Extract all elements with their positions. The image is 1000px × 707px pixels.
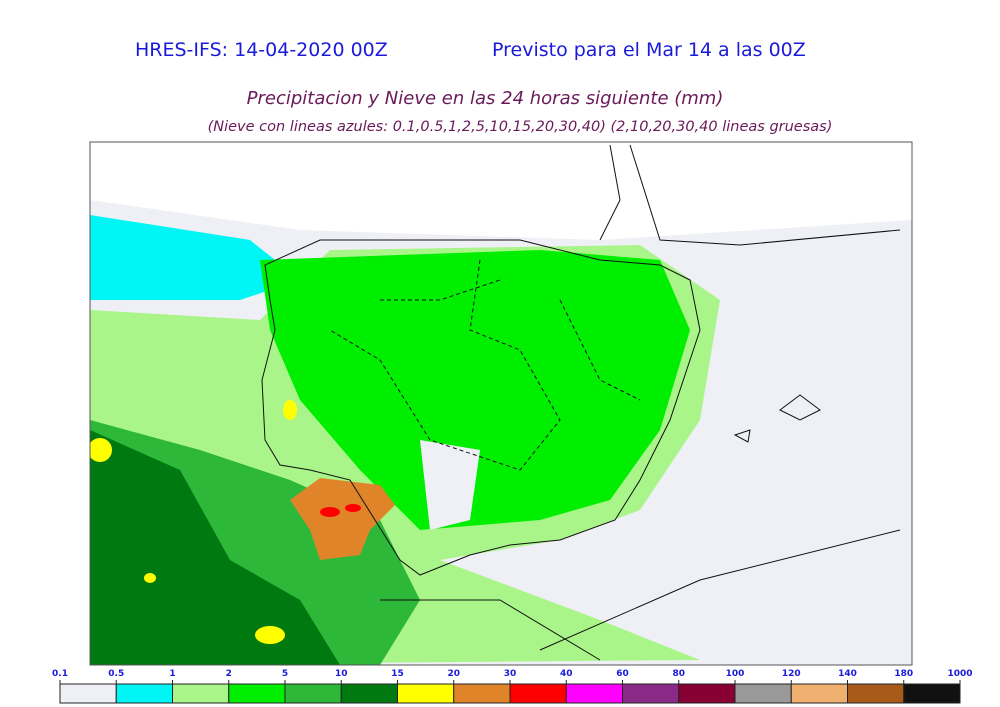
- precip-yellow: [90, 438, 112, 462]
- legend-tick-label: 2: [226, 669, 232, 679]
- legend-swatch: [340, 683, 398, 704]
- map-frame: [89, 141, 913, 666]
- legend-tick-label: 10: [335, 669, 348, 679]
- legend-swatch: [59, 683, 117, 704]
- precip-red: [345, 504, 361, 512]
- legend-swatch: [847, 683, 905, 704]
- precip-yellow: [283, 400, 297, 420]
- legend: 0.1 0.5 1 2 5 10 15 20 30 40 60 80 100 120 140 180 1000: [52, 669, 973, 704]
- legend-tick-label: 180: [894, 669, 913, 679]
- legend-swatch: [284, 683, 342, 704]
- precip-yellow: [144, 573, 156, 583]
- legend-tick-label: 60: [616, 669, 629, 679]
- legend-tick-label: 1: [169, 669, 175, 679]
- map: [89, 141, 913, 666]
- legend-swatch: [734, 683, 792, 704]
- legend-swatch: [172, 683, 230, 704]
- legend-swatch: [622, 683, 680, 704]
- precip-orange: [290, 478, 395, 560]
- legend-swatch: [228, 683, 286, 704]
- precip-red: [320, 507, 340, 517]
- legend-swatch: [397, 683, 455, 704]
- precip-yellow: [255, 626, 285, 644]
- legend-swatch: [565, 683, 623, 704]
- map-subtitle: (Nieve con lineas azules: 0.1,0.5,1,2,5,…: [208, 119, 833, 135]
- coastline: [261, 239, 701, 576]
- model-run: HRES-IFS: 14-04-2020 00Z: [135, 39, 388, 61]
- legend-swatch: [678, 683, 736, 704]
- valid-time: Previsto para el Mar 14 a las 00Z: [492, 39, 806, 61]
- precip-cyan: [90, 215, 300, 300]
- legend-swatch: [115, 683, 173, 704]
- legend-swatch: [509, 683, 567, 704]
- legend-tick-label: 80: [672, 669, 685, 679]
- legend-swatch: [790, 683, 848, 704]
- map-title: Precipitacion y Nieve en las 24 horas si…: [247, 88, 724, 109]
- province-borders: [329, 259, 641, 471]
- legend-swatch: [903, 683, 961, 704]
- legend-tick-label: 30: [504, 669, 517, 679]
- legend-tick-label: 15: [391, 669, 404, 679]
- precip-darkgreen: [90, 430, 340, 665]
- islands: [733, 394, 821, 443]
- legend-tick-label: 40: [560, 669, 573, 679]
- country-borders: [380, 144, 901, 661]
- precip-green: [260, 250, 690, 530]
- legend-tick-label: 0.5: [108, 669, 124, 679]
- legend-tick-label: 0.1: [52, 669, 68, 679]
- legend-tick-label: 5: [282, 669, 288, 679]
- legend-tick-label: 140: [838, 669, 857, 679]
- precip-dry: [420, 440, 480, 530]
- legend-tick-label: 120: [782, 669, 801, 679]
- legend-swatch: [453, 683, 511, 704]
- legend-tick-label: 1000: [947, 669, 972, 679]
- legend-tick-label: 20: [447, 669, 460, 679]
- legend-tick-label: 100: [726, 669, 745, 679]
